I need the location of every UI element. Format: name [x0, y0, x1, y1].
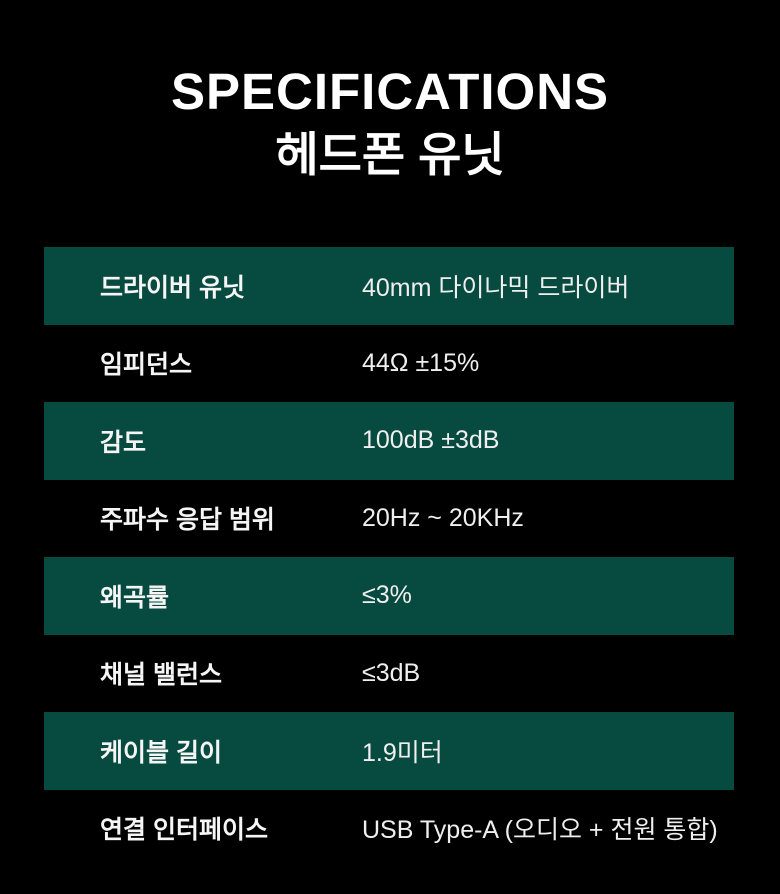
spec-value: 20Hz ~ 20KHz: [362, 503, 524, 532]
spec-row: 왜곡률 ≤3%: [44, 557, 734, 635]
page-subtitle: 헤드폰 유닛: [275, 128, 505, 181]
spec-value: 100dB ±3dB: [362, 426, 500, 455]
spec-row: 주파수 응답 범위 20Hz ~ 20KHz: [44, 480, 734, 558]
spec-value: USB Type-A (오디오 + 전원 통합): [362, 816, 718, 845]
spec-label: 케이블 길이: [100, 738, 222, 767]
spec-label: 연결 인터페이스: [100, 816, 268, 845]
spec-row: 케이블 길이 1.9미터: [44, 712, 734, 790]
spec-row: 감도 100dB ±3dB: [44, 402, 734, 480]
spec-label: 감도: [100, 428, 147, 457]
page-header: SPECIFICATIONS 헤드폰 유닛: [0, 66, 780, 178]
spec-label: 주파수 응답 범위: [100, 506, 275, 535]
spec-value: 44Ω ±15%: [362, 348, 480, 377]
spec-value: ≤3dB: [362, 658, 421, 687]
spec-value: 40mm 다이나믹 드라이버: [362, 273, 630, 302]
spec-table: 드라이버 유닛 40mm 다이나믹 드라이버 임피던스 44Ω ±15% 감도 …: [44, 247, 734, 867]
spec-row: 채널 밸런스 ≤3dB: [44, 635, 734, 713]
spec-label: 왜곡률: [100, 583, 170, 612]
spec-row: 임피던스 44Ω ±15%: [44, 325, 734, 403]
spec-label: 임피던스: [100, 351, 193, 380]
spec-label: 채널 밸런스: [100, 661, 222, 690]
spec-value: ≤3%: [362, 581, 412, 610]
spec-value: 1.9미터: [362, 738, 443, 767]
spec-row: 드라이버 유닛 40mm 다이나믹 드라이버: [44, 247, 734, 325]
page-title: SPECIFICATIONS: [170, 63, 610, 120]
spec-label: 드라이버 유닛: [100, 273, 245, 302]
spec-row: 연결 인터페이스 USB Type-A (오디오 + 전원 통합): [44, 790, 734, 868]
